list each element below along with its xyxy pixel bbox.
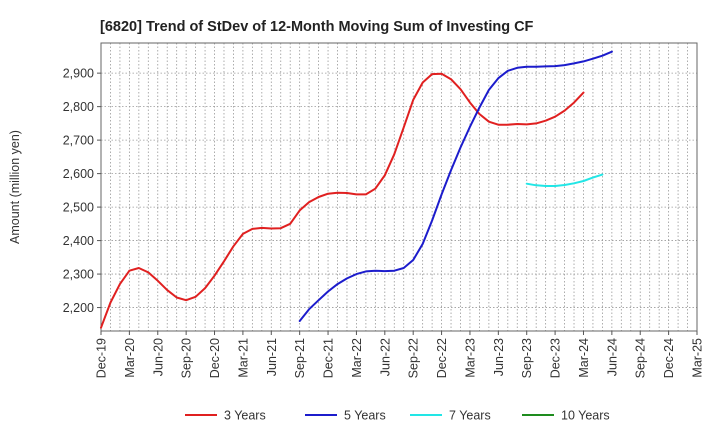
x-tick-label: Sep-20 [180, 338, 194, 378]
y-tick-label: 2,300 [63, 268, 94, 282]
legend-label: 10 Years [561, 409, 610, 423]
x-tick-label: Dec-22 [435, 338, 449, 378]
legend-label: 3 Years [224, 409, 266, 423]
x-tick-label: Jun-23 [492, 338, 506, 376]
x-tick-label: Dec-23 [549, 338, 563, 378]
legend: 3 Years 5 Years 7 Years 10 Years [185, 409, 610, 423]
series-line-3-years [100, 72, 585, 329]
x-tick-label: Mar-20 [123, 338, 137, 378]
x-tick-label: Jun-20 [151, 338, 165, 376]
y-tick-label: 2,400 [63, 234, 94, 248]
y-tick-label: 2,900 [63, 67, 94, 81]
x-tick-label: Dec-21 [322, 338, 336, 378]
y-tick-label: 2,200 [63, 301, 94, 315]
x-tick-label: Jun-21 [265, 338, 279, 376]
x-tick-label: Mar-21 [236, 338, 250, 378]
x-tick-label: Jun-24 [605, 338, 619, 376]
x-tick-label: Sep-21 [293, 338, 307, 378]
y-tick-label: 2,500 [63, 201, 94, 215]
x-tick-label: Jun-22 [378, 338, 392, 376]
series-line-7-years [525, 173, 604, 187]
x-tick-label: Dec-24 [662, 338, 676, 378]
chart-title: [6820] Trend of StDev of 12-Month Moving… [100, 19, 534, 35]
x-axis: Dec-19 Mar-20 Jun-20 Sep-20 Dec-20 Mar-21 Jun-… [95, 331, 705, 378]
y-axis-label: Amount (million yen) [8, 130, 22, 244]
y-tick-label: 2,600 [63, 167, 94, 181]
x-tick-label: Mar-25 [691, 338, 705, 378]
y-axis: 2,200 2,300 2,400 2,500 2,600 2,700 2,800 2,900 [63, 67, 101, 315]
x-tick-label: Dec-20 [208, 338, 222, 378]
x-tick-label: Sep-22 [407, 338, 421, 378]
x-tick-label: Mar-23 [463, 338, 477, 378]
x-tick-label: Dec-19 [95, 338, 109, 378]
grid-lines [101, 43, 697, 331]
y-tick-label: 2,800 [63, 100, 94, 114]
x-tick-label: Sep-23 [520, 338, 534, 378]
y-tick-label: 2,700 [63, 134, 94, 148]
x-tick-label: Sep-24 [634, 338, 648, 378]
x-tick-label: Mar-22 [350, 338, 364, 378]
series-line-5-years [298, 50, 613, 322]
x-tick-label: Mar-24 [577, 338, 591, 378]
series-lines [100, 50, 613, 329]
plot-area-frame [100, 42, 698, 332]
legend-label: 5 Years [344, 409, 386, 423]
legend-label: 7 Years [449, 409, 491, 423]
